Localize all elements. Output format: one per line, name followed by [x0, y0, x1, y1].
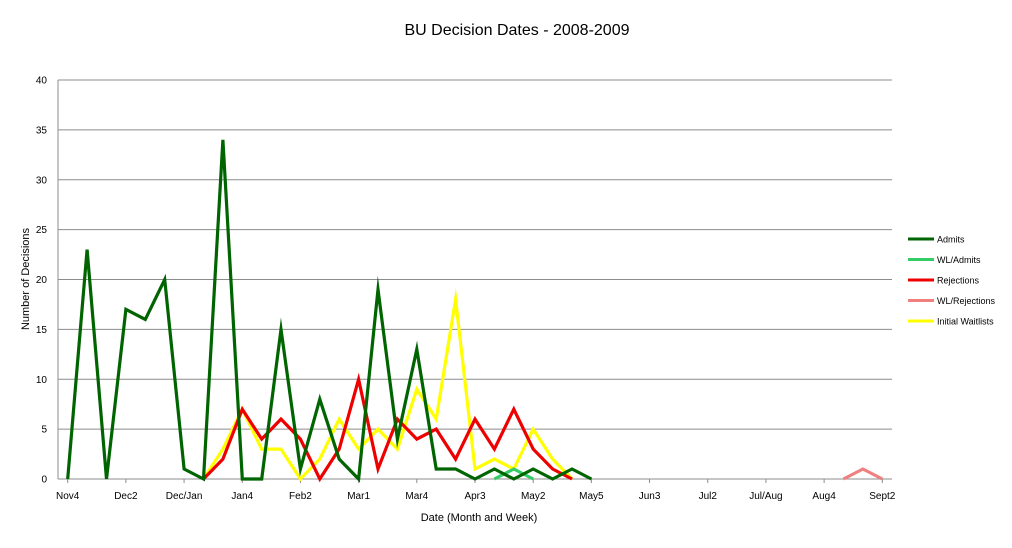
x-tick-label-1: Dec2 — [114, 491, 138, 502]
x-tick-label-2: Dec/Jan — [166, 491, 203, 502]
y-tick-label-3: 15 — [36, 325, 48, 336]
y-tick-label-2: 10 — [36, 375, 48, 386]
y-tick-labels: 0 5 10 15 20 25 30 35 40 — [36, 76, 48, 486]
legend-label-4: Initial Waitlists — [937, 317, 994, 327]
y-tick-label-7: 35 — [36, 125, 48, 136]
x-tick-label-5: Mar1 — [347, 491, 370, 502]
series-line-admits — [66, 139, 593, 483]
legend-label-2: Rejections — [937, 276, 980, 286]
grid-lines — [58, 79, 892, 430]
y-tick-label-8: 40 — [36, 76, 48, 87]
y-tick-label-1: 5 — [41, 425, 47, 436]
y-tick-label-0: 0 — [41, 475, 47, 486]
x-tick-label-6: Mar4 — [405, 491, 428, 502]
x-tick-label-4: Feb2 — [289, 491, 312, 502]
y-tick-label-5: 25 — [36, 225, 48, 236]
y-tick-label-6: 30 — [36, 175, 48, 186]
chart-title: BU Decision Dates - 2008-2009 — [404, 22, 629, 39]
series-line-rejections — [202, 372, 573, 483]
series-lines — [66, 139, 884, 483]
x-tick-label-12: Jul/Aug — [749, 491, 782, 502]
x-tick-label-11: Jul2 — [699, 491, 718, 502]
x-tick-label-3: Jan4 — [231, 491, 253, 502]
x-tick-label-9: May5 — [579, 491, 604, 502]
series-line-initial-waitlists — [202, 287, 574, 482]
legend: Admits WL/Admits Rejections WL/Rejections In… — [908, 235, 996, 327]
x-tick-label-14: Sept2 — [869, 491, 896, 502]
y-axis-label: Number of Decisions — [20, 227, 32, 330]
x-tick-label-0: Nov4 — [56, 491, 80, 502]
series-line-wl-admits — [493, 467, 534, 481]
y-tick-label-4: 20 — [36, 275, 48, 286]
x-tick-label-7: Apr3 — [464, 491, 486, 502]
legend-label-0: Admits — [937, 235, 965, 245]
x-tick-label-8: May2 — [521, 491, 546, 502]
series-line-wl-rejections — [842, 467, 884, 481]
legend-label-3: WL/Rejections — [937, 296, 996, 306]
x-tick-label-10: Jun3 — [639, 491, 661, 502]
x-tick-labels: Nov4 Dec2 Dec/Jan Jan4 Feb2 Mar1 Mar4 Apr3 May2 M… — [56, 479, 896, 502]
legend-label-1: WL/Admits — [937, 255, 981, 265]
x-axis-label: Date (Month and Week) — [421, 512, 538, 524]
x-tick-label-13: Aug4 — [812, 491, 836, 502]
